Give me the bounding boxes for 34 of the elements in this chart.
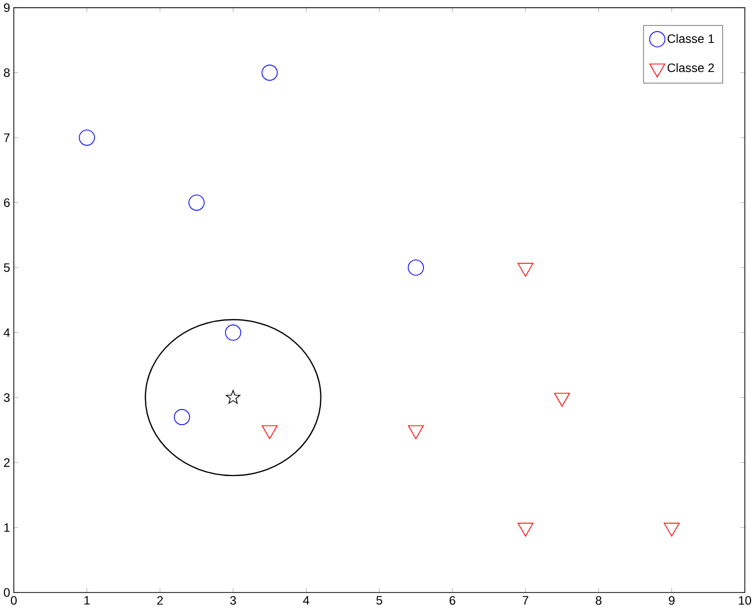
y-tick-label: 7 (4, 133, 10, 142)
x-tick-label: 5 (376, 596, 382, 605)
point (408, 259, 424, 276)
point (554, 392, 570, 407)
y-tick-label: 9 (4, 3, 10, 12)
y-tick-label: 8 (4, 68, 10, 77)
x-tick-label: 2 (157, 596, 163, 605)
point (664, 522, 680, 537)
y-tick-label: 2 (4, 458, 10, 467)
point (78, 130, 95, 146)
y-tick-label: 4 (4, 328, 10, 337)
point (262, 425, 278, 440)
legend-label: Classe 2 (668, 63, 714, 72)
x-tick-label: 10 (738, 596, 752, 605)
x-tick-label: 4 (303, 596, 310, 604)
point (518, 262, 534, 277)
y-tick-label: 6 (4, 198, 10, 207)
x-tick-label: 6 (450, 596, 456, 605)
point (408, 425, 424, 440)
y-tick-label: 0 (4, 588, 10, 597)
legend-label: Classe 1 (668, 34, 714, 43)
x-tick-label: 8 (596, 596, 602, 605)
point (225, 324, 242, 341)
x-tick-label: 3 (230, 596, 236, 605)
point (262, 64, 278, 81)
point (518, 522, 534, 537)
y-tick-label: 5 (4, 263, 10, 272)
x-tick-label: 7 (522, 596, 528, 604)
point (188, 194, 205, 211)
x-tick-label: 1 (84, 596, 90, 604)
y-tick-label: 1 (4, 523, 10, 532)
x-tick-label: 9 (668, 596, 675, 605)
x-tick-label: 0 (10, 596, 17, 605)
y-tick-label: 3 (4, 393, 10, 402)
